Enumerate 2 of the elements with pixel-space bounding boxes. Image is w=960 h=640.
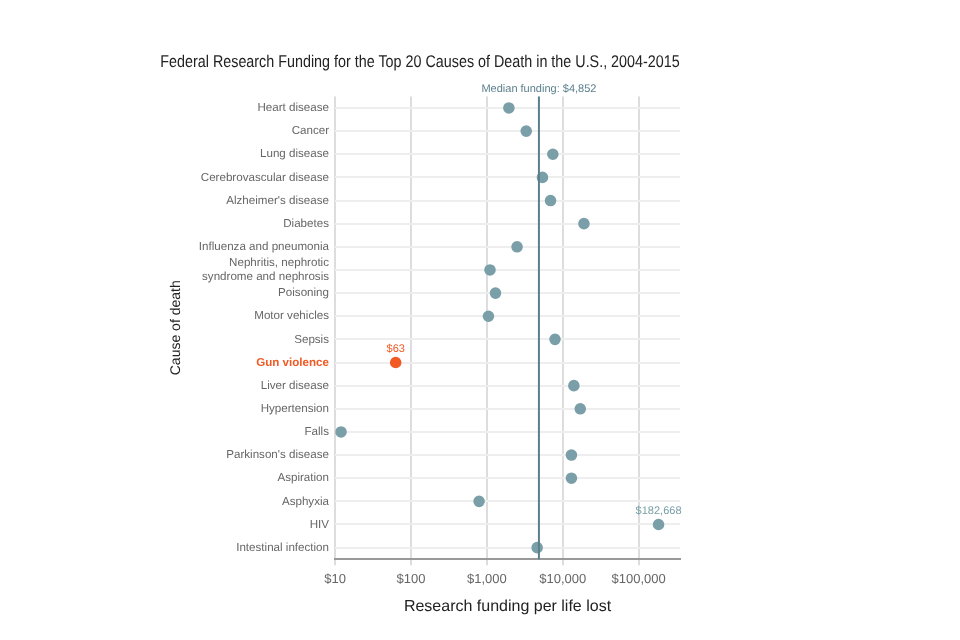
x-axis-title: Research funding per life lost: [403, 596, 613, 615]
chart-title: Federal Research Funding for the Top 20 Causes of Death in the U.S., 2004-2015: [160, 51, 681, 72]
